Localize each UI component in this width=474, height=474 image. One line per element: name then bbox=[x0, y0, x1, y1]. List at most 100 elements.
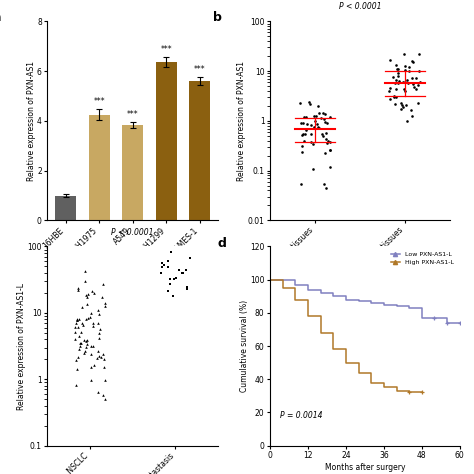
Point bbox=[173, 274, 180, 282]
Point bbox=[316, 124, 323, 131]
Point bbox=[175, 267, 182, 274]
Point bbox=[83, 301, 91, 308]
Point bbox=[72, 323, 79, 331]
Point bbox=[301, 130, 309, 137]
Point bbox=[310, 165, 317, 173]
Text: b: b bbox=[212, 11, 221, 24]
Point bbox=[399, 103, 407, 110]
Point bbox=[81, 347, 89, 355]
Text: ***: *** bbox=[161, 46, 172, 55]
Point bbox=[412, 85, 419, 93]
Point bbox=[408, 57, 416, 65]
Point bbox=[87, 376, 95, 383]
Point bbox=[395, 78, 403, 85]
Point bbox=[392, 100, 399, 108]
Point bbox=[82, 277, 89, 285]
Bar bbox=[156, 63, 177, 220]
Point bbox=[307, 121, 315, 128]
Point bbox=[299, 142, 306, 149]
Point bbox=[393, 65, 401, 73]
Point bbox=[82, 343, 90, 351]
Point bbox=[400, 85, 408, 92]
Point bbox=[73, 316, 81, 323]
Point bbox=[299, 131, 306, 138]
Y-axis label: Relative expression of PXN-AS1-L: Relative expression of PXN-AS1-L bbox=[17, 283, 26, 410]
Point bbox=[401, 78, 409, 85]
Text: P < 0.0001: P < 0.0001 bbox=[111, 228, 154, 237]
Point bbox=[414, 81, 421, 89]
Point bbox=[84, 291, 92, 298]
Point bbox=[94, 347, 102, 355]
Point bbox=[87, 309, 95, 317]
Y-axis label: Relative expression of PXN-AS1: Relative expression of PXN-AS1 bbox=[27, 61, 36, 181]
Text: ***: *** bbox=[93, 97, 105, 106]
Point bbox=[408, 112, 416, 119]
Point bbox=[86, 313, 94, 320]
Point bbox=[73, 316, 81, 324]
Point bbox=[158, 263, 165, 271]
Point bbox=[167, 248, 175, 256]
Point bbox=[94, 306, 101, 314]
Point bbox=[100, 356, 108, 363]
Point bbox=[81, 349, 88, 356]
Point bbox=[74, 323, 82, 331]
Point bbox=[98, 293, 106, 301]
Point bbox=[82, 337, 90, 345]
Point bbox=[303, 120, 311, 128]
Point bbox=[182, 266, 190, 273]
Point bbox=[83, 341, 91, 348]
Point bbox=[404, 80, 412, 87]
Point bbox=[297, 180, 304, 188]
Text: P < 0.0001: P < 0.0001 bbox=[339, 2, 382, 11]
Point bbox=[315, 109, 323, 117]
Point bbox=[400, 51, 408, 58]
Point bbox=[79, 319, 86, 327]
Point bbox=[385, 87, 393, 94]
Point bbox=[323, 119, 331, 127]
Point bbox=[101, 395, 109, 403]
Point bbox=[324, 137, 331, 145]
Point bbox=[80, 321, 87, 328]
Point bbox=[405, 67, 412, 74]
Point bbox=[310, 112, 318, 120]
Point bbox=[317, 114, 325, 122]
Point bbox=[95, 353, 102, 360]
Point bbox=[412, 74, 420, 82]
Point bbox=[314, 123, 322, 130]
Point bbox=[77, 339, 84, 347]
Point bbox=[321, 118, 328, 126]
Text: ***: *** bbox=[127, 110, 138, 119]
Point bbox=[399, 78, 406, 85]
Point bbox=[414, 100, 422, 107]
Point bbox=[73, 381, 80, 389]
Point bbox=[402, 101, 410, 109]
Point bbox=[77, 328, 84, 336]
Point bbox=[308, 138, 315, 146]
Point bbox=[72, 328, 79, 336]
Point bbox=[101, 302, 109, 310]
Point bbox=[100, 351, 107, 358]
Point bbox=[82, 316, 90, 323]
Point bbox=[392, 93, 400, 100]
Y-axis label: Cumulative survival (%): Cumulative survival (%) bbox=[240, 300, 249, 392]
Point bbox=[327, 146, 334, 154]
Point bbox=[321, 110, 329, 118]
Point bbox=[322, 135, 329, 142]
Point bbox=[161, 262, 168, 269]
Point bbox=[327, 163, 334, 171]
Point bbox=[83, 293, 91, 301]
Point bbox=[100, 363, 108, 371]
Point bbox=[410, 58, 417, 65]
Point bbox=[394, 69, 401, 77]
Bar bbox=[190, 81, 210, 220]
Point bbox=[386, 56, 394, 64]
Point bbox=[319, 109, 327, 117]
Point bbox=[403, 76, 411, 84]
Point bbox=[307, 130, 315, 137]
Point bbox=[87, 342, 95, 349]
Point bbox=[80, 337, 88, 344]
Point bbox=[297, 119, 305, 127]
Point bbox=[298, 148, 305, 156]
Point bbox=[170, 275, 178, 283]
Point bbox=[166, 280, 173, 287]
